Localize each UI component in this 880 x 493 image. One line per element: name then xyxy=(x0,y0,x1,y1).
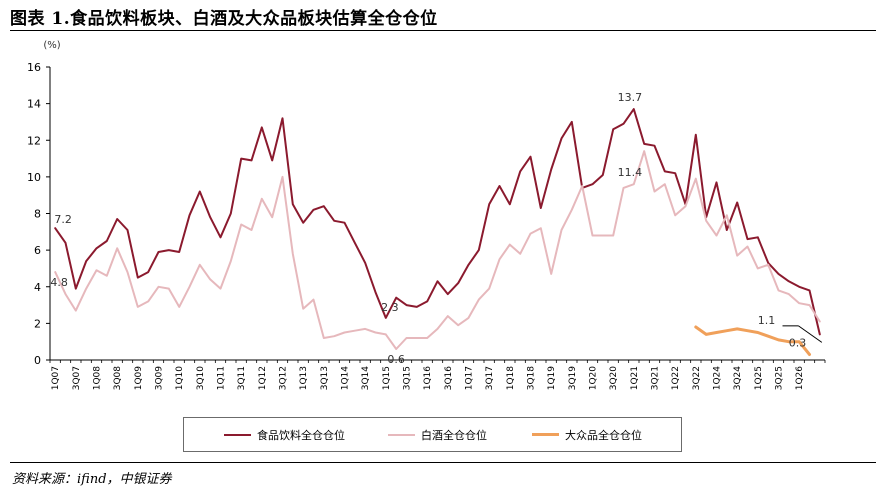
data-label: 2.3 xyxy=(381,301,399,314)
title-divider xyxy=(10,30,876,31)
x-tick-label: 1Q21 xyxy=(630,366,640,390)
x-tick-label: 1Q08 xyxy=(93,366,103,391)
chart-legend: 食品饮料全仓仓位 白酒全仓仓位 大众品全仓仓位 xyxy=(183,417,682,452)
x-tick-label: 1Q24 xyxy=(713,366,723,391)
y-tick-label: 14 xyxy=(27,98,41,111)
data-label: 11.4 xyxy=(618,166,643,179)
series-line-food xyxy=(54,108,821,336)
legend-label-food: 食品饮料全仓仓位 xyxy=(257,428,345,442)
x-tick-label: 1Q12 xyxy=(258,366,268,390)
x-tick-label: 3Q17 xyxy=(485,366,495,390)
x-tick-label: 1Q22 xyxy=(671,366,681,390)
x-tick-label: 1Q16 xyxy=(423,366,433,391)
x-tick-label: 3Q13 xyxy=(320,366,330,390)
x-tick-label: 3Q22 xyxy=(692,366,702,390)
x-tick-label: 3Q25 xyxy=(775,366,785,390)
y-tick-label: 0 xyxy=(34,354,41,367)
x-tick-label: 3Q15 xyxy=(403,366,413,390)
x-tick-label: 3Q12 xyxy=(279,366,289,390)
series-line-baijiu xyxy=(54,150,821,350)
y-tick-label: 2 xyxy=(34,317,41,330)
data-label: 0.3 xyxy=(789,337,807,350)
x-axis: 1Q07 3Q07 1Q08 3Q08 1Q09 3Q09 1Q10 3Q10 1Q11 3Q11… xyxy=(49,359,826,391)
y-tick-label: 6 xyxy=(34,244,41,257)
page-title: 图表 1.食品饮料板块、白酒及大众品板块估算全仓仓位 xyxy=(10,9,438,29)
x-tick-label: 3Q09 xyxy=(155,366,165,391)
legend-item-food: 食品饮料全仓仓位 xyxy=(224,418,345,451)
x-tick-label: 3Q10 xyxy=(196,366,206,391)
source-note: 资料来源：ifind，中银证券 xyxy=(12,472,172,487)
x-tick-label: 1Q25 xyxy=(754,366,764,390)
x-tick-label: 1Q17 xyxy=(465,366,475,390)
y-unit-label: (%) xyxy=(43,40,60,51)
legend-item-baijiu: 白酒全仓仓位 xyxy=(388,418,487,451)
y-tick-label: 8 xyxy=(34,208,41,221)
x-tick-label: 1Q11 xyxy=(217,366,227,390)
legend-label-baijiu: 白酒全仓仓位 xyxy=(421,428,487,442)
x-tick-label: 1Q19 xyxy=(547,366,557,391)
x-tick-label: 3Q24 xyxy=(733,366,743,391)
series-layer xyxy=(54,108,821,356)
legend-swatch-baijiu xyxy=(388,433,415,436)
x-tick-label: 3Q14 xyxy=(361,366,371,391)
x-tick-label: 3Q19 xyxy=(568,366,578,391)
x-tick-label: 1Q10 xyxy=(175,366,185,391)
annotation-layer: 7.2 4.8 2.3 0.6 13.7 11.4 1.1 0.3 xyxy=(50,91,823,366)
y-tick-label: 4 xyxy=(34,281,41,294)
data-label: 4.8 xyxy=(50,276,68,289)
series-line-mass xyxy=(694,325,811,356)
legend-item-mass: 大众品全仓仓位 xyxy=(532,418,642,451)
x-tick-label: 1Q13 xyxy=(299,366,309,390)
data-label: 7.2 xyxy=(54,213,72,226)
x-tick-label: 1Q26 xyxy=(795,366,805,391)
legend-swatch-mass xyxy=(532,433,559,436)
leader-line xyxy=(798,325,823,343)
x-tick-label: 1Q14 xyxy=(341,366,351,391)
x-tick-label: 1Q15 xyxy=(382,366,392,390)
footer-divider xyxy=(10,462,876,463)
x-tick-label: 1Q09 xyxy=(134,366,144,391)
x-tick-label: 1Q07 xyxy=(51,366,61,390)
x-tick-label: 3Q21 xyxy=(651,366,661,390)
data-label: 1.1 xyxy=(758,314,776,327)
x-tick-label: 3Q08 xyxy=(113,366,123,391)
x-tick-label: 1Q20 xyxy=(589,366,599,391)
x-tick-label: 3Q07 xyxy=(72,366,82,390)
x-tick-label: 1Q18 xyxy=(506,366,516,391)
y-tick-label: 12 xyxy=(27,134,41,147)
x-tick-label: 3Q11 xyxy=(237,366,247,390)
y-axis: (%) 0 2 4 6 8 10 12 14 16 xyxy=(27,40,61,367)
x-tick-label: 3Q20 xyxy=(609,366,619,391)
y-tick-label: 10 xyxy=(27,171,41,184)
data-label: 0.6 xyxy=(387,353,405,366)
y-tick-label: 16 xyxy=(27,61,41,74)
legend-swatch-food xyxy=(224,433,251,436)
x-tick-label: 3Q16 xyxy=(444,366,454,391)
legend-label-mass: 大众品全仓仓位 xyxy=(565,428,642,442)
data-label: 13.7 xyxy=(618,91,643,104)
x-tick-label: 3Q18 xyxy=(527,366,537,391)
